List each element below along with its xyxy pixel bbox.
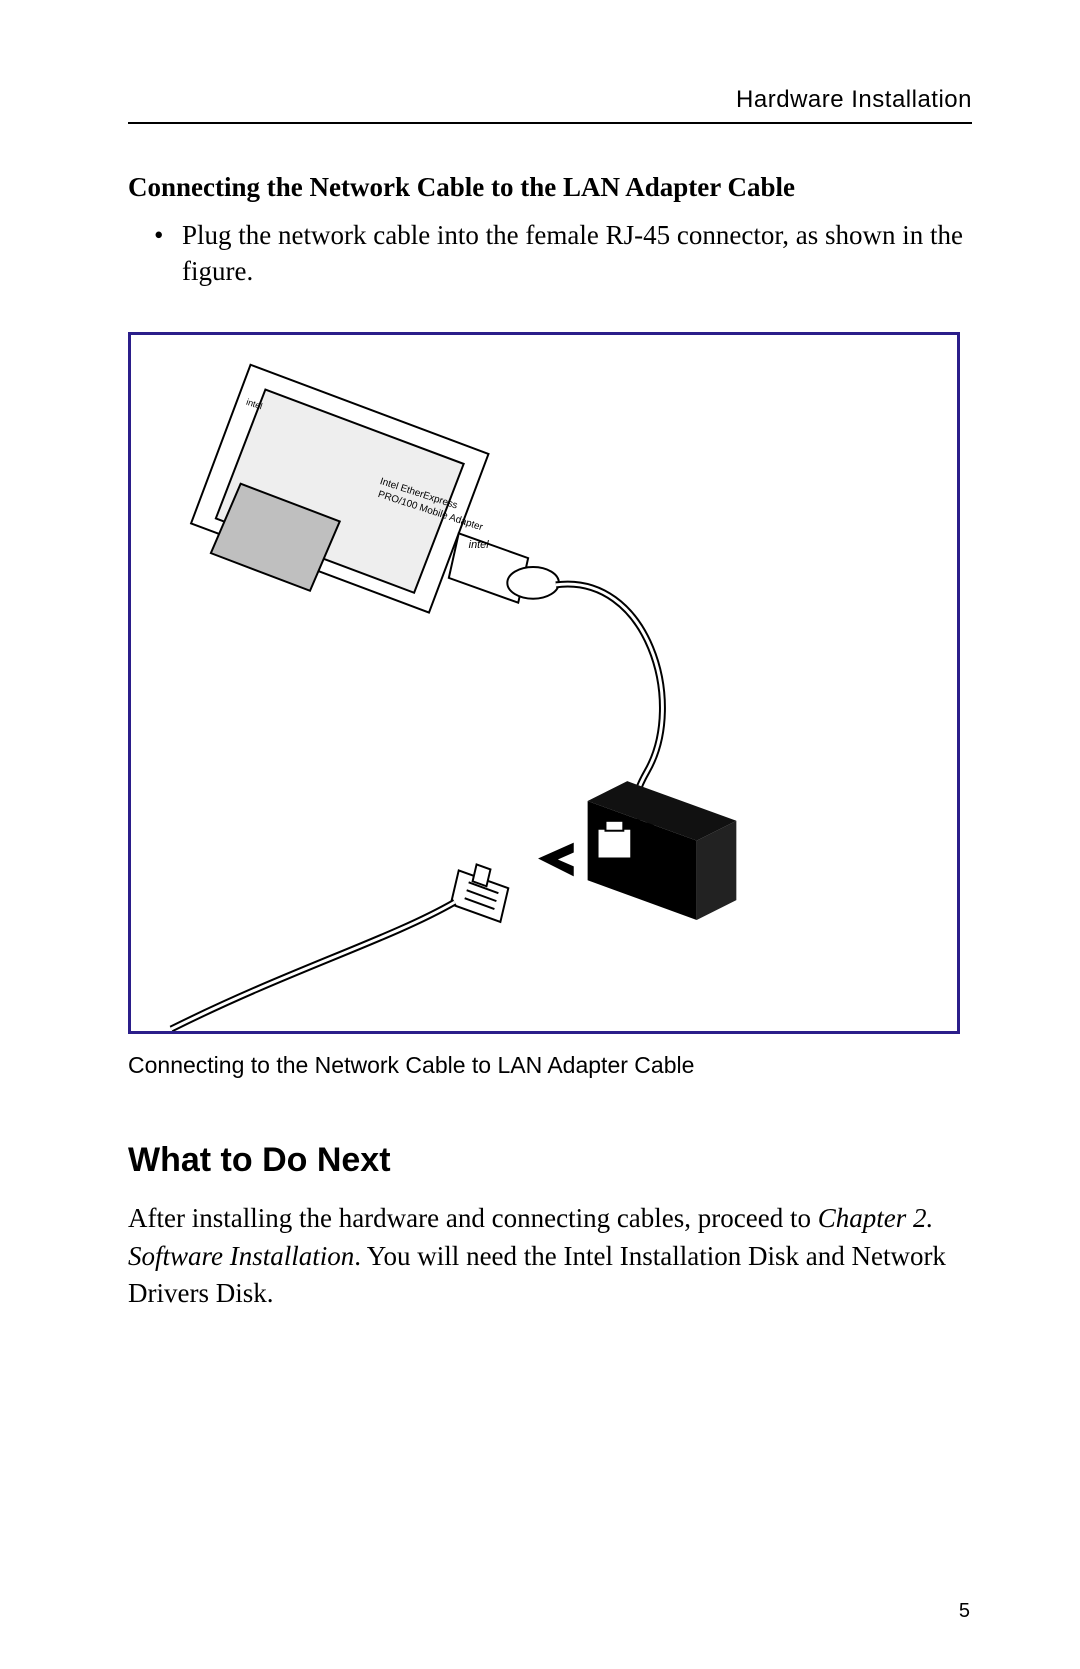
document-page: Hardware Installation Connecting the Net… [0,0,1080,1373]
bullet-text: Plug the network cable into the female R… [182,217,972,290]
running-head: Hardware Installation [128,86,972,124]
page-number: 5 [959,1600,970,1623]
adapter-diagram: Intel EtherExpress PRO/100 Mobile Adapte… [131,335,957,1031]
next-heading: What to Do Next [128,1141,972,1180]
para-prefix: After installing the hardware and connec… [128,1203,818,1233]
insert-arrow-icon [538,842,574,876]
figure-caption: Connecting to the Network Cable to LAN A… [128,1052,972,1079]
bullet-item: • Plug the network cable into the female… [154,217,972,290]
section-title: Connecting the Network Cable to the LAN … [128,172,972,203]
figure-frame: Intel EtherExpress PRO/100 Mobile Adapte… [128,332,960,1034]
bullet-marker: • [154,217,182,290]
pc-card [191,365,488,613]
card-dongle-plug [449,533,559,602]
rj45-plug [451,864,509,922]
card-brand-2: intel [469,539,490,551]
rj45-coupler [588,781,737,920]
next-paragraph: After installing the hardware and connec… [128,1200,972,1313]
